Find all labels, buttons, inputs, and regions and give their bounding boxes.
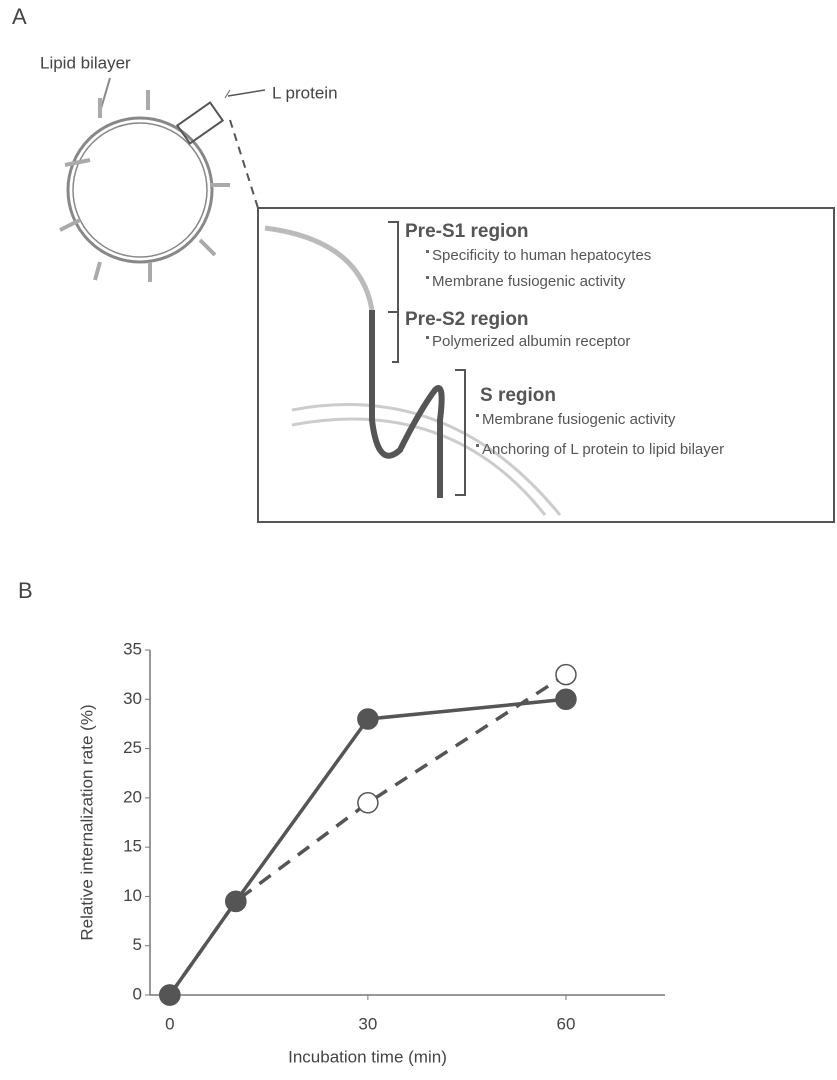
series-line — [170, 699, 566, 995]
y-tick-label: 25 — [123, 738, 142, 757]
bullet — [426, 250, 429, 253]
figure: A Lipid bilayer L protein B Pre-S1 regio… — [0, 0, 837, 1075]
y-tick-label: 5 — [133, 935, 142, 954]
y-tick-label: 35 — [123, 639, 142, 658]
point — [358, 709, 378, 729]
y-tick-label: 30 — [123, 689, 142, 708]
region-name: S region — [480, 385, 556, 406]
protein-label: L protein — [272, 83, 338, 102]
point — [160, 985, 180, 1005]
y-tick-label: 0 — [133, 984, 142, 1003]
point — [556, 689, 576, 709]
vesicle — [68, 78, 265, 262]
region-item: Polymerized albumin receptor — [432, 333, 630, 350]
point — [556, 665, 576, 685]
lipid-label: Lipid bilayer — [40, 53, 131, 72]
x-tick-label: 0 — [165, 1014, 174, 1033]
bullet — [426, 276, 429, 279]
y-tick-label: 10 — [123, 886, 142, 905]
panel-label: B — [18, 578, 33, 603]
point — [226, 891, 246, 911]
region-item: Anchoring of L protein to lipid bilayer — [482, 441, 724, 458]
region-item: Membrane fusiogenic activity — [432, 273, 626, 290]
region-item: Membrane fusiogenic activity — [482, 411, 676, 428]
x-tick-label: 30 — [358, 1014, 377, 1033]
region-name: Pre-S2 region — [405, 309, 529, 330]
y-tick-label: 15 — [123, 837, 142, 856]
bullet — [476, 444, 479, 447]
bullet — [426, 336, 429, 339]
panel-label: A — [12, 4, 27, 29]
bullet — [476, 414, 479, 417]
region-item: Specificity to human hepatocytes — [432, 247, 651, 264]
x-axis-label: Incubation time (min) — [288, 1047, 447, 1066]
inset-drawing — [265, 222, 560, 515]
y-tick-label: 20 — [123, 787, 142, 806]
x-tick-label: 60 — [557, 1014, 576, 1033]
region-name: Pre-S1 region — [405, 221, 529, 242]
y-axis-label: Relative internalization rate (%) — [77, 704, 96, 940]
point — [358, 793, 378, 813]
